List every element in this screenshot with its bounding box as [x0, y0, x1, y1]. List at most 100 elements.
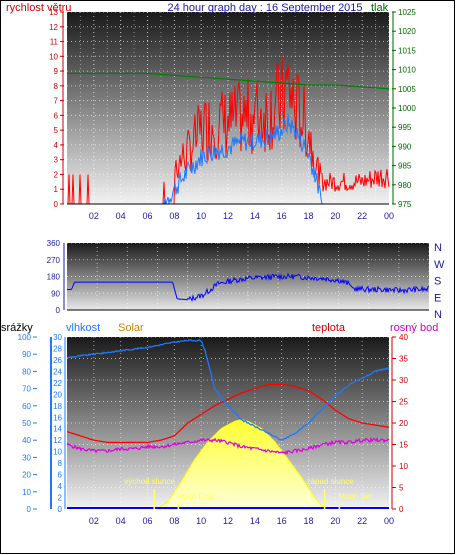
- pressure-tick-label: 1010: [398, 66, 416, 75]
- moonset-label: Moon Set: [338, 492, 373, 501]
- wind-speed-tick-label: 2: [54, 170, 59, 179]
- humidity-tick-label: 10: [53, 448, 62, 457]
- rain-humidity-tick-label: 40: [22, 436, 31, 445]
- compass-label: N: [434, 242, 442, 254]
- humidity-tick-label: 8: [58, 459, 63, 468]
- x-tick-label: 04: [116, 516, 126, 526]
- wind-direction-line: [67, 272, 429, 302]
- x-tick-label: 02: [89, 211, 99, 221]
- humidity-line: [66, 339, 390, 441]
- wind-speed-tick-label: 13: [49, 8, 58, 17]
- humidity-tick-label: 14: [53, 425, 62, 434]
- x-tick-label: 20: [330, 516, 340, 526]
- rain-humidity-tick-label: 0: [27, 505, 32, 514]
- x-tick-label: 20: [330, 211, 340, 221]
- wind-speed-tick-label: 4: [54, 141, 59, 150]
- moonrise-label: Moon Rise: [176, 492, 215, 501]
- chart-title: 24 hour graph day : 16 September 2015: [167, 2, 362, 14]
- pressure-tick-label: 1020: [398, 27, 416, 36]
- humidity-tick-label: 18: [53, 402, 62, 411]
- rain-humidity-tick-label: 20: [22, 471, 31, 480]
- x-tick-label: 06: [142, 516, 152, 526]
- pressure-tick-label: 1025: [398, 8, 416, 17]
- wind-speed-tick-label: 9: [54, 67, 59, 76]
- humidity-tick-label: 12: [53, 436, 62, 445]
- wind-speed-tick-label: 3: [54, 156, 59, 165]
- x-tick-label: 14: [250, 516, 260, 526]
- x-tick-label: 00: [384, 516, 394, 526]
- sunrise-label: východ slunce: [124, 477, 175, 486]
- wind-speed-tick-label: 1: [54, 185, 59, 194]
- compass-label: E: [434, 292, 441, 304]
- temperature-tick-label: 0: [399, 505, 404, 514]
- humidity-tick-label: 0: [58, 505, 63, 514]
- humidity-tick-label: 22: [53, 379, 62, 388]
- direction-tick-label: 180: [47, 273, 61, 282]
- wind-panel-axes: 02 04 06 08 10 12 14 16 18 20 22 000123456789101112…: [49, 8, 416, 221]
- x-tick-label: 16: [277, 211, 287, 221]
- dewpoint-axis-label: rosný bod: [390, 322, 438, 334]
- direction-tick-label: 360: [47, 239, 61, 248]
- weather-panel-series: východ slunce západ slunce Moon Rise Moon S…: [66, 339, 390, 510]
- rain-humidity-tick-label: 80: [22, 367, 31, 376]
- humidity-axis-label: vlhkost: [66, 322, 100, 334]
- rain-humidity-tick-label: 70: [22, 385, 31, 394]
- wind-speed-tick-label: 5: [54, 126, 59, 135]
- x-tick-label: 12: [223, 211, 233, 221]
- rain-humidity-tick-label: 10: [22, 488, 31, 497]
- wind-speed-axis-label: rychlost větru: [6, 2, 71, 14]
- temperature-tick-label: 10: [399, 462, 408, 471]
- humidity-tick-label: 28: [53, 344, 62, 353]
- compass-label: W: [434, 259, 445, 271]
- pressure-axis-label: tlak: [371, 2, 389, 14]
- direction-tick-label: 0: [56, 306, 61, 315]
- x-tick-label: 22: [357, 516, 367, 526]
- x-tick-label: 10: [196, 211, 206, 221]
- x-tick-label: 08: [169, 211, 179, 221]
- x-tick-label: 00: [384, 211, 394, 221]
- wind-speed-tick-label: 6: [54, 111, 59, 120]
- rain-humidity-tick-label: 100: [18, 333, 32, 342]
- pressure-tick-label: 1000: [398, 104, 416, 113]
- x-tick-label: 22: [357, 211, 367, 221]
- temperature-tick-label: 25: [399, 398, 408, 407]
- humidity-tick-label: 26: [53, 356, 62, 365]
- x-tick-label: 16: [277, 516, 287, 526]
- humidity-tick-label: 6: [58, 471, 63, 480]
- direction-panel-series: [67, 272, 429, 302]
- compass-label: S: [434, 276, 441, 288]
- x-tick-label: 10: [196, 516, 206, 526]
- weather-panel-axes: 02 04 06 08 10 12 14 16 18 20 22 000510152025303540…: [18, 333, 409, 526]
- x-tick-label: 18: [303, 516, 313, 526]
- pressure-tick-label: 995: [398, 123, 412, 132]
- temperature-tick-label: 5: [399, 484, 404, 493]
- dewpoint-line: [66, 436, 390, 456]
- temperature-tick-label: 30: [399, 376, 408, 385]
- pressure-tick-label: 1015: [398, 46, 416, 55]
- sunset-label: západ slunce: [307, 477, 355, 486]
- humidity-tick-label: 30: [53, 333, 62, 342]
- temperature-tick-label: 15: [399, 441, 408, 450]
- temperature-line: [66, 383, 390, 444]
- direction-tick-label: 270: [47, 256, 61, 265]
- x-tick-label: 04: [116, 211, 126, 221]
- x-tick-label: 08: [169, 516, 179, 526]
- humidity-tick-label: 16: [53, 413, 62, 422]
- x-tick-label: 14: [250, 211, 260, 221]
- wind-speed-tick-label: 12: [49, 23, 58, 32]
- temperature-tick-label: 40: [399, 333, 408, 342]
- humidity-tick-label: 4: [58, 482, 63, 491]
- pressure-tick-label: 990: [398, 142, 412, 151]
- compass-label: N: [434, 309, 442, 321]
- direction-tick-label: 90: [51, 289, 60, 298]
- pressure-tick-label: 985: [398, 162, 412, 171]
- pressure-tick-label: 975: [398, 200, 412, 209]
- pressure-tick-label: 1005: [398, 85, 416, 94]
- wind-speed-tick-label: 7: [54, 97, 59, 106]
- temperature-tick-label: 35: [399, 355, 408, 364]
- rain-humidity-tick-label: 50: [22, 419, 31, 428]
- temperature-tick-label: 20: [399, 419, 408, 428]
